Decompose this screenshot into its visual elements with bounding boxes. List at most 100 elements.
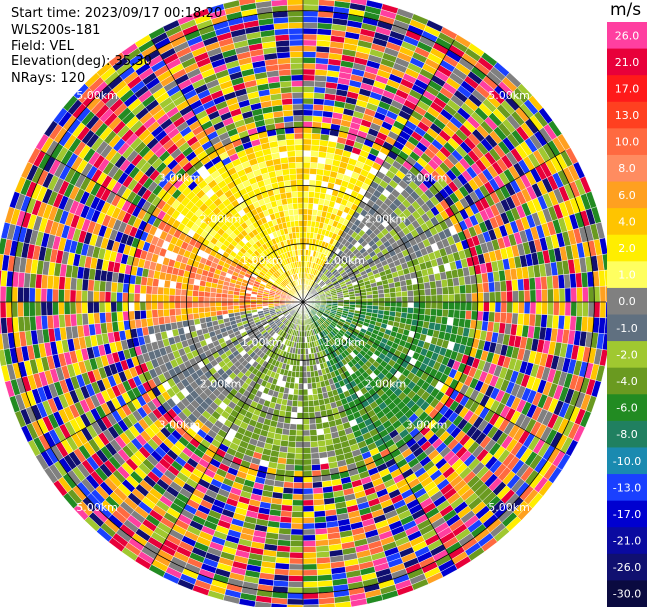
ray (134, 34, 301, 298)
ray (286, 307, 304, 607)
ray (303, 307, 384, 605)
ray (308, 303, 602, 398)
colorbar-swatch (607, 367, 647, 395)
range-ring-label: 5.00km (488, 89, 530, 102)
colorbar-tick-label: 17.0 (615, 83, 640, 96)
colorbar-tick-label: -26.0 (613, 561, 641, 574)
ray (307, 161, 586, 300)
colorbar-tick-label: 2.0 (618, 242, 636, 255)
ray (4, 206, 298, 301)
ray (305, 19, 444, 298)
colorbar-swatch (607, 527, 647, 555)
velocity-field (0, 0, 607, 607)
ray (254, 0, 303, 297)
ray (177, 13, 302, 297)
azimuth-line (302, 301, 566, 454)
colorbar-tick-label: -1.0 (616, 322, 637, 335)
ray (238, 307, 303, 607)
colorbar-swatch (607, 75, 647, 103)
ray (305, 306, 458, 578)
colorbar-swatch (607, 553, 647, 581)
ray (308, 302, 607, 351)
ray (306, 305, 522, 532)
ray (303, 0, 335, 297)
colorbar-tick-label: -30.0 (613, 588, 641, 601)
colorbar-tick-label: 10.0 (615, 136, 640, 149)
colorbar-swatch (607, 22, 647, 50)
ray (308, 302, 606, 383)
ray (222, 0, 303, 297)
elevation-label: Elevation(deg): 35.30 (11, 54, 152, 69)
ray (308, 303, 597, 413)
colorbar-swatch (607, 154, 647, 183)
ray (308, 206, 602, 301)
ray (307, 305, 554, 497)
colorbar-swatch (607, 341, 647, 369)
colorbar-swatch (607, 48, 647, 76)
range-ring-label: 2.00km (200, 377, 242, 390)
colorbar-swatch (607, 580, 647, 607)
range-ring-label: 5.00km (76, 501, 118, 514)
ray (108, 51, 300, 298)
colorbar-swatch (607, 420, 647, 448)
ray (307, 305, 544, 509)
ray (305, 306, 485, 562)
colorbar-tick-label: 21.0 (615, 56, 640, 69)
colorbar-swatch (607, 234, 647, 262)
ray (14, 176, 298, 301)
range-ring-label: 1.00km (323, 254, 365, 267)
ray (307, 95, 544, 299)
colorbar-swatch (607, 261, 647, 289)
ray (307, 120, 563, 300)
ray (308, 253, 607, 302)
ray (303, 307, 336, 607)
azimuth-lines (0, 0, 606, 605)
field-label: Field: VEL (11, 39, 74, 54)
ray (177, 307, 302, 591)
ray (0, 302, 298, 383)
colorbar-swatch (607, 447, 647, 475)
ray (305, 42, 485, 298)
ppi-plot: 1.00km 1.00km 1.00km 1.00km 2.00km 2.00km 2.00… (0, 0, 607, 607)
azimuth-line (40, 150, 304, 303)
range-ring-label: 2.00km (365, 213, 407, 226)
colorbar-tick-label: -10.0 (613, 455, 641, 468)
range-ring-label: 5.00km (76, 89, 118, 102)
ray (0, 269, 298, 302)
colorbar-unit: m/s (610, 0, 642, 20)
colorbar-tick-label: 26.0 (615, 29, 640, 42)
range-ring-label: 3.00km (406, 171, 448, 184)
ray (307, 147, 579, 300)
colorbar-swatch (607, 500, 647, 528)
colorbar-tick-label: -17.0 (613, 508, 641, 521)
colorbar: 26.0 21.0 17.0 13.0 10.0 8.0 6.0 4.0 2.0 1.0 0.0 -1… (607, 22, 647, 607)
ray (307, 304, 579, 457)
nrays-label: NRays: 120 (11, 71, 86, 86)
ray (62, 95, 299, 299)
ray (43, 304, 299, 484)
ray (207, 307, 302, 601)
range-ring-label: 5.00km (488, 501, 530, 514)
ray (4, 303, 298, 398)
azimuth-line (302, 39, 455, 303)
ray (222, 307, 303, 605)
ray (308, 302, 607, 335)
azimuth-line (302, 301, 455, 565)
colorbar-tick-label: 13.0 (615, 109, 640, 122)
ray (108, 306, 300, 553)
colorbar-tick-label: 1.0 (618, 269, 636, 282)
ray (307, 304, 586, 443)
instrument-label: WLS200s-181 (11, 23, 101, 38)
ray (96, 306, 300, 543)
ray (84, 305, 300, 532)
colorbar-tick-label: -4.0 (616, 375, 637, 388)
colorbar-tick-label: 8.0 (618, 162, 636, 175)
ray (121, 42, 301, 298)
colorbar-swatch (607, 181, 647, 209)
ray (162, 19, 301, 298)
ray (306, 306, 498, 553)
range-ring-label: 2.00km (200, 213, 242, 226)
ray (0, 301, 298, 319)
ray (254, 307, 303, 607)
colorbar-tick-label: 6.0 (618, 189, 636, 202)
